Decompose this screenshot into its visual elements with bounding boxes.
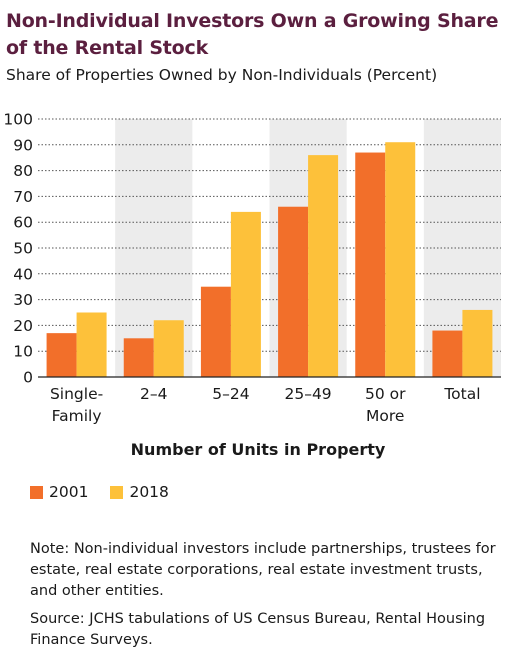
legend: 2001 2018 xyxy=(30,483,169,501)
x-tick-label-3-0: 25–49 xyxy=(284,385,331,403)
legend-swatch-2001 xyxy=(30,485,43,499)
y-tick-label-100: 100 xyxy=(3,111,33,129)
bar-2001-4 xyxy=(355,152,386,377)
y-tick-label-0: 0 xyxy=(23,369,33,387)
y-tick-label-30: 30 xyxy=(13,291,33,309)
y-tick-label-50: 50 xyxy=(13,240,33,258)
legend-swatch-2018 xyxy=(110,485,124,499)
bar-2001-2 xyxy=(200,286,231,377)
bar-2018-0 xyxy=(76,312,107,377)
bar-2018-4 xyxy=(385,142,416,377)
legend-label-2018: 2018 xyxy=(129,483,169,501)
bar-2001-3 xyxy=(278,206,309,377)
y-tick-label-40: 40 xyxy=(13,265,33,283)
x-tick-label-4-0: 50 or xyxy=(365,385,406,403)
y-tick-label-70: 70 xyxy=(13,188,33,206)
x-tick-label-0-0: Single- xyxy=(50,385,103,403)
chart-title: Non-Individual Investors Own a Growing S… xyxy=(6,10,499,59)
x-tick-label-1-0: 2–4 xyxy=(140,385,167,403)
legend-label-2001: 2001 xyxy=(49,483,89,501)
bar-2001-0 xyxy=(46,333,77,377)
source-text: Source: JCHS tabulations of US Census Bu… xyxy=(30,611,486,648)
bar-chart: 0 10 20 30 40 50 60 70 80 90 100 Single- Family 2–4 5–… xyxy=(3,111,501,425)
x-axis-label: Number of Units in Property xyxy=(130,440,386,459)
bar-2018-1 xyxy=(153,320,184,377)
y-tick-label-90: 90 xyxy=(13,136,33,154)
y-tick-label-20: 20 xyxy=(13,317,33,335)
bar-2018-2 xyxy=(230,211,261,377)
y-tick-label-60: 60 xyxy=(13,214,33,232)
y-tick-label-80: 80 xyxy=(13,162,33,180)
legend-item-2001: 2001 xyxy=(30,483,88,501)
bar-2018-3 xyxy=(308,155,339,377)
legend-item-2018: 2018 xyxy=(110,483,169,501)
y-tick-label-10: 10 xyxy=(13,343,33,361)
x-tick-label-5-0: Total xyxy=(443,385,480,403)
chart-subtitle: Share of Properties Owned by Non-Individ… xyxy=(6,66,438,84)
x-tick-label-2-0: 5–24 xyxy=(212,385,249,403)
bar-2001-5 xyxy=(432,330,463,377)
bar-2018-5 xyxy=(462,309,493,377)
x-tick-label-0-1: Family xyxy=(52,407,102,425)
bar-2001-1 xyxy=(123,338,154,377)
x-tick-label-4-1: More xyxy=(366,407,404,425)
note-text: Note: Non-individual investors include p… xyxy=(30,541,496,599)
